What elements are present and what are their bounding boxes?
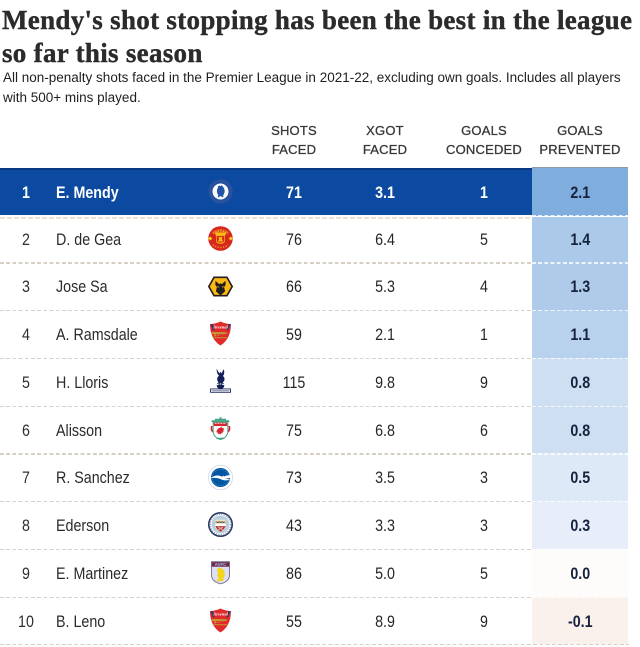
svg-text:Arsenal: Arsenal <box>212 325 229 330</box>
svg-text:AVFC: AVFC <box>214 562 227 567</box>
svg-text:Arsenal: Arsenal <box>212 611 229 616</box>
